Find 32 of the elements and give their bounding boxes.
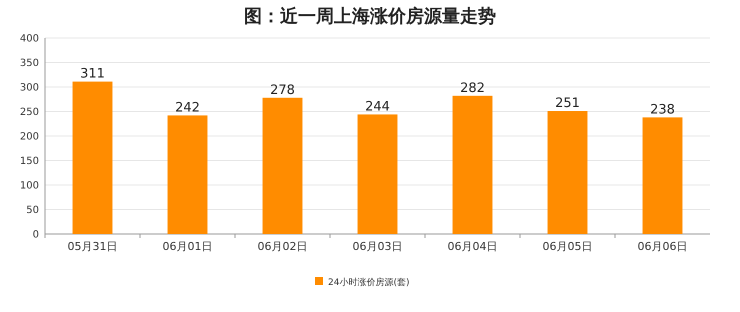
x-tick-label: 06月04日 — [448, 240, 498, 253]
x-tick-label: 06月03日 — [352, 240, 402, 253]
data-label: 311 — [80, 66, 105, 82]
bar — [452, 96, 492, 234]
y-tick-label: 200 — [20, 132, 39, 142]
data-label: 282 — [460, 80, 485, 96]
chart-title: 图：近一周上海涨价房源量走势 — [244, 6, 496, 27]
y-tick-label: 0 — [32, 230, 39, 240]
y-tick-label: 50 — [26, 205, 39, 216]
bar — [358, 114, 398, 234]
x-tick-label: 06月06日 — [638, 240, 688, 253]
y-tick-label: 150 — [20, 156, 39, 167]
x-tick-label: 06月05日 — [542, 240, 592, 253]
data-label: 278 — [270, 82, 295, 98]
y-tick-label: 250 — [20, 107, 39, 118]
legend-label: 24小时涨价房源(套) — [328, 277, 410, 288]
data-label: 238 — [650, 102, 675, 118]
bar — [262, 98, 302, 234]
x-tick-label: 06月02日 — [258, 240, 308, 253]
bar — [168, 115, 208, 234]
data-label: 242 — [175, 100, 200, 116]
y-tick-label: 350 — [20, 58, 39, 69]
bar — [72, 82, 112, 234]
y-tick-label: 400 — [20, 34, 39, 44]
y-tick-label: 300 — [20, 82, 39, 94]
y-tick-label: 100 — [20, 180, 39, 192]
data-label: 244 — [365, 99, 390, 114]
x-tick-label: 05月31日 — [68, 240, 118, 253]
data-label: 251 — [555, 96, 580, 112]
x-tick-label: 06月01日 — [162, 240, 212, 253]
bar — [642, 117, 682, 234]
bar — [548, 111, 588, 234]
